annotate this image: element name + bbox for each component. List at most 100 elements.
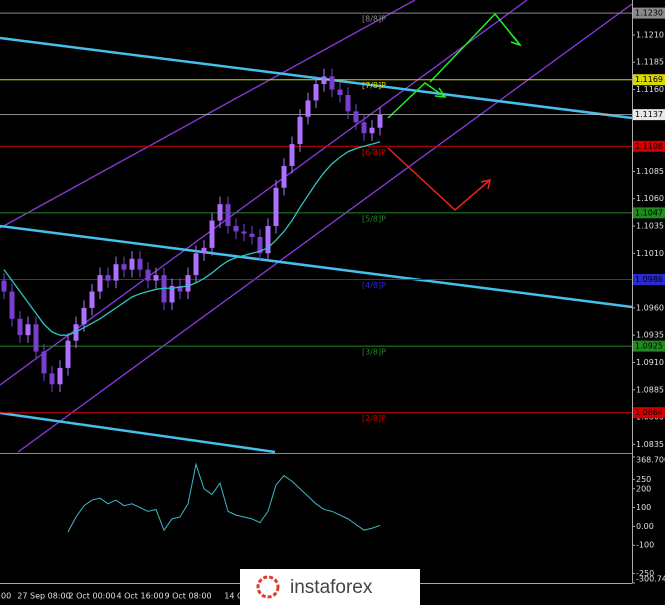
moving-average: [3, 141, 381, 336]
x-tick-label: 00: [1, 592, 11, 601]
candle-body: [17, 318, 23, 336]
level-label: 1.0925: [635, 342, 663, 351]
candle-body: [177, 286, 183, 292]
y-tick-label: 1.0835: [636, 440, 664, 449]
candle-body: [217, 204, 223, 221]
y-tick-label: 1.1060: [636, 194, 664, 203]
watermark-text: instaforex: [290, 577, 373, 598]
channel-line: [17, 3, 633, 453]
x-tick-label: 4 Oct 16:00: [116, 592, 163, 601]
level-label: 1.1108: [635, 142, 663, 151]
x-tick-label: 9 Oct 08:00: [164, 592, 211, 601]
arrow-head: [510, 36, 523, 47]
candle-body: [369, 127, 375, 134]
channel-line: [0, 0, 528, 386]
candle-body: [65, 340, 71, 368]
candle-body: [209, 220, 215, 248]
last-price-label: 1.1137: [635, 110, 663, 119]
candle-body: [169, 286, 175, 303]
level-name: [8/8]P: [362, 15, 386, 24]
y-tick-label: 1.0885: [636, 385, 664, 394]
y-tick-label: 1.1160: [636, 85, 664, 94]
level-box: [633, 340, 665, 352]
watermark: instaforex: [240, 569, 420, 605]
y-tick-label: 1.0910: [636, 358, 664, 367]
candle-body: [81, 307, 87, 325]
level-box: [633, 74, 665, 86]
candle-body: [33, 324, 39, 352]
watermark-box: [240, 569, 420, 605]
candle-body: [265, 226, 271, 254]
candle-body: [9, 291, 15, 319]
candle-body: [113, 264, 119, 281]
candle-body: [361, 122, 367, 134]
level-name: [7/8]P: [362, 81, 386, 90]
last-price-box: [633, 109, 665, 121]
candle-body: [249, 233, 255, 237]
candle-body: [273, 187, 279, 226]
candle-body: [329, 76, 335, 90]
candle-body: [49, 373, 55, 385]
forecast-arrow: [387, 147, 491, 212]
y-tick-label: 1.0960: [636, 303, 664, 312]
level-name: [4/8]P: [362, 281, 386, 290]
y-tick-label: 200: [636, 484, 651, 493]
y-tick-label: -300.741: [636, 575, 665, 584]
level-box: [633, 273, 665, 285]
candle-body: [225, 204, 231, 226]
candle-body: [377, 114, 383, 128]
level-label: 1.1169: [635, 75, 663, 84]
candle-body: [57, 367, 63, 385]
candle-body: [25, 324, 31, 336]
candle-body: [193, 253, 199, 276]
level-box: [633, 140, 665, 152]
forecast-arrow: [387, 82, 446, 119]
candle-body: [257, 236, 263, 254]
level-label: 1.0986: [635, 275, 663, 284]
candle-body: [185, 275, 191, 292]
candle-body: [105, 275, 111, 281]
candle-body: [321, 76, 327, 85]
candle-body: [145, 269, 151, 281]
candle-body: [289, 144, 295, 166]
y-tick-label: -100: [636, 541, 654, 550]
y-tick-label: 250: [636, 475, 651, 484]
level-name: [2/8]P: [362, 414, 386, 423]
candle-body: [337, 89, 343, 95]
candle-body: [201, 247, 207, 254]
candle-body: [129, 258, 135, 270]
level-box: [633, 207, 665, 219]
level-name: [5/8]P: [362, 214, 386, 223]
y-tick-label: 1.1210: [636, 30, 664, 39]
candle-body: [241, 231, 247, 234]
candle-body: [305, 100, 311, 117]
candle-body: [353, 111, 359, 123]
y-tick-label: 0.00: [636, 522, 654, 531]
channel-line: [0, 0, 416, 229]
candle-body: [121, 264, 127, 270]
candle-body: [345, 94, 351, 112]
arrow-head: [434, 87, 447, 98]
x-tick-label: 2 Oct 00:00: [68, 592, 115, 601]
trend-line: [0, 224, 633, 309]
y-tick-label: 100: [636, 503, 651, 512]
arrow-head: [480, 179, 491, 190]
level-name: [3/8]P: [362, 348, 386, 357]
level-box: [633, 407, 665, 419]
forecast-arrow: [429, 12, 521, 83]
level-box: [633, 7, 665, 19]
candle-body: [97, 275, 103, 292]
level-label: 1.0864: [635, 408, 663, 417]
level-label: 1.1047: [635, 208, 663, 217]
watermark-logo: [256, 575, 280, 599]
y-tick-label: 1.0935: [636, 331, 664, 340]
indicator-line: [67, 462, 381, 533]
level-label: 1.1230: [635, 9, 663, 18]
y-tick-label: 1.1035: [636, 222, 664, 231]
candle-body: [41, 351, 47, 374]
y-tick-label: 368.7008: [636, 456, 665, 465]
y-tick-label: 1.1085: [636, 167, 664, 176]
candle-body: [137, 258, 143, 270]
